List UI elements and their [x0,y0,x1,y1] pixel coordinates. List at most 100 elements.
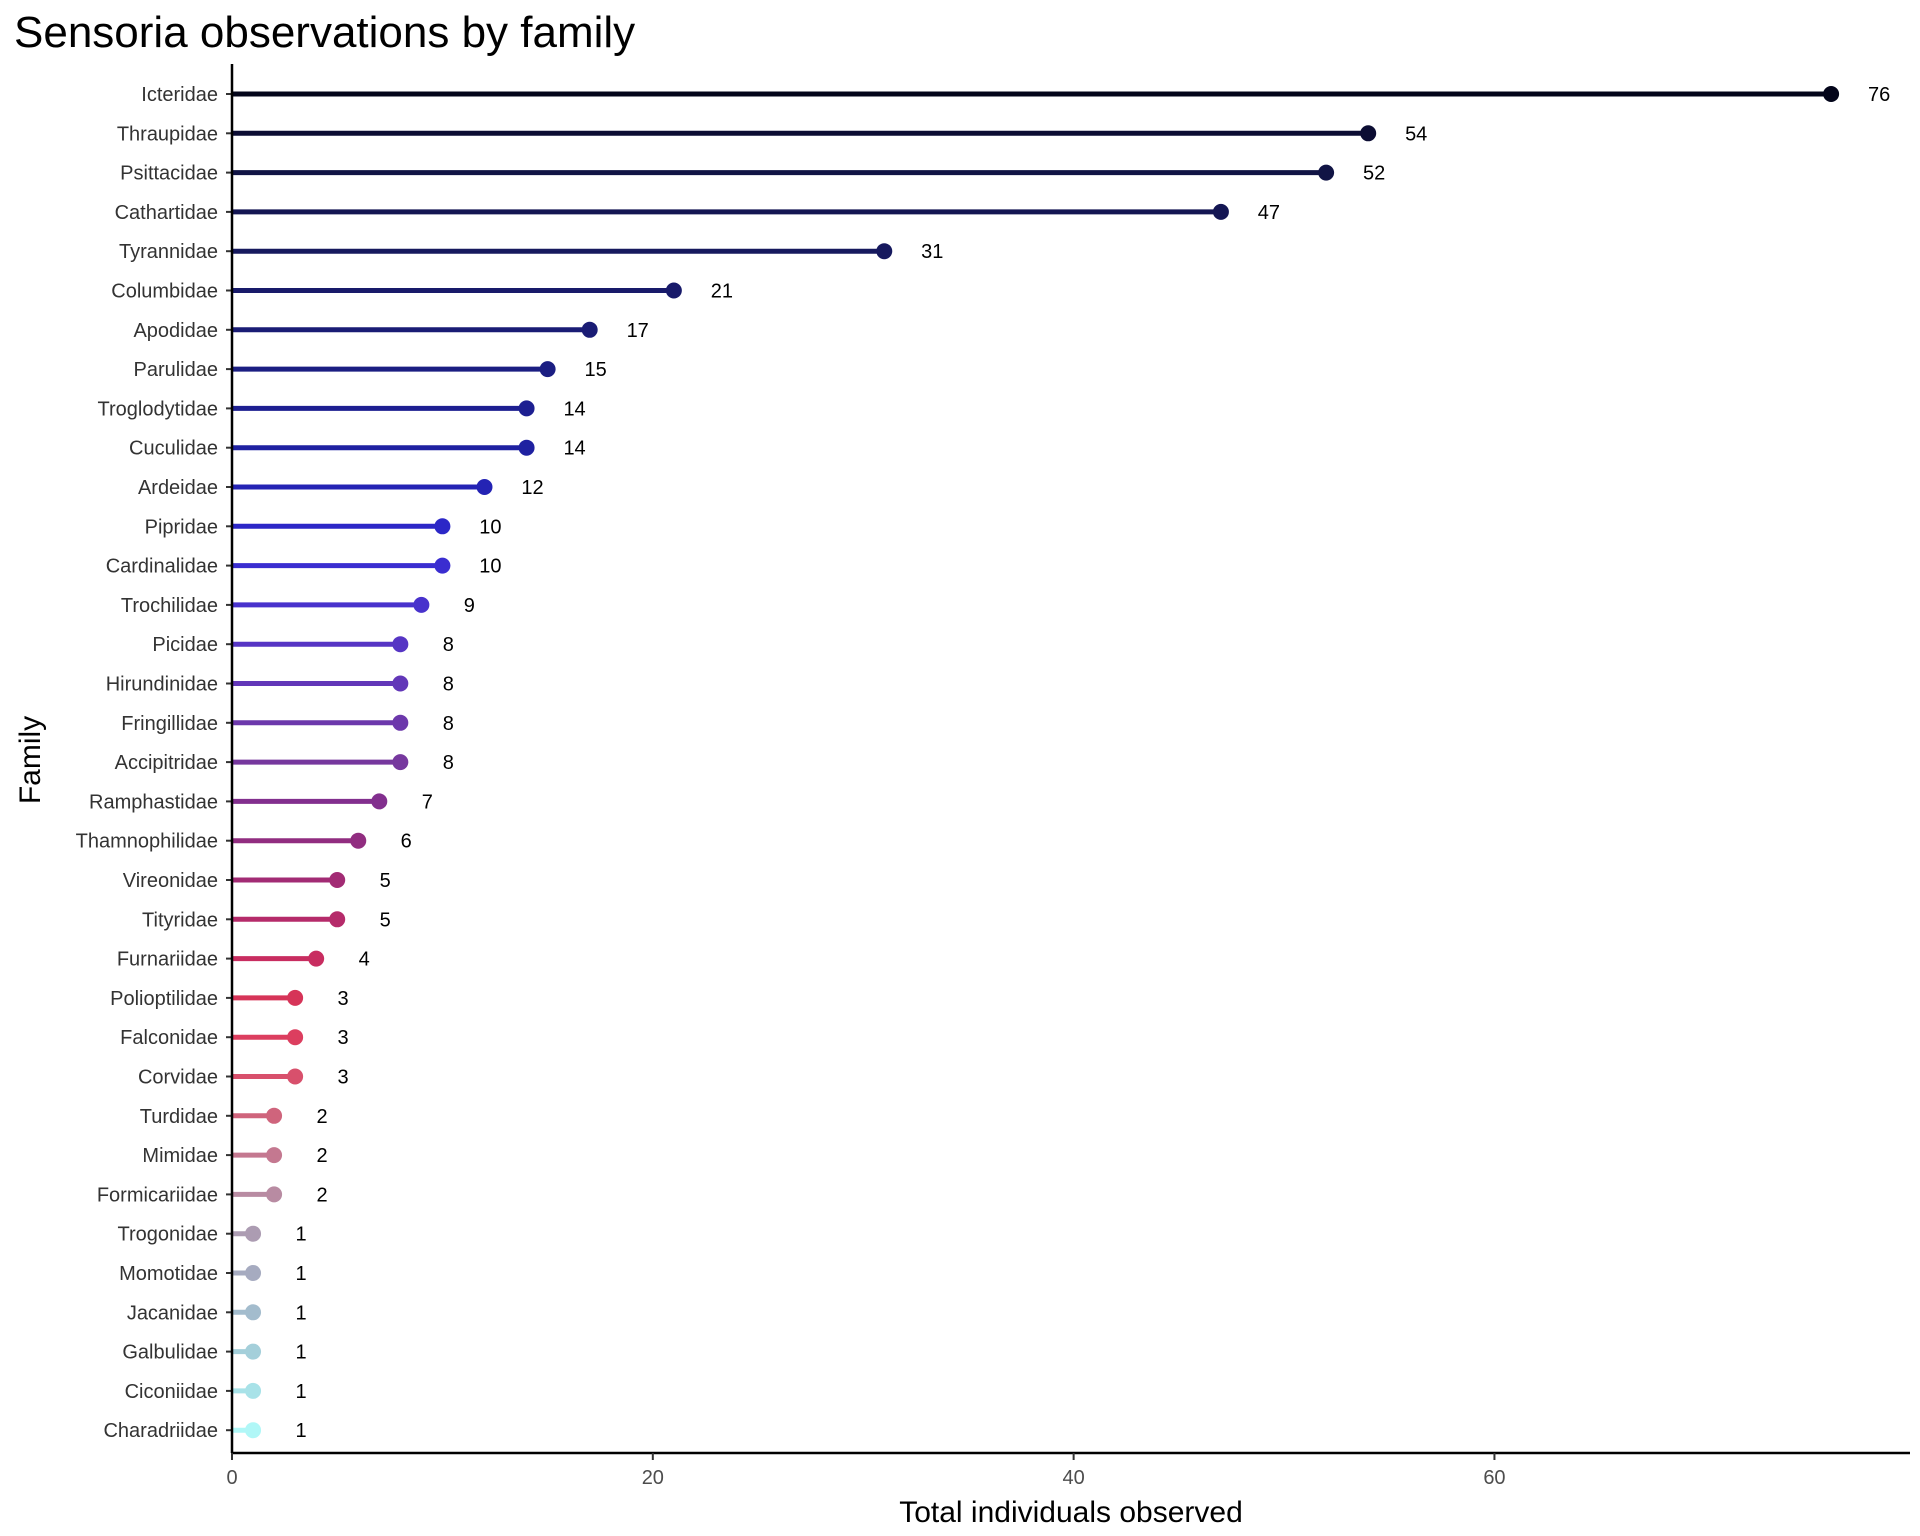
lollipop-troglodytidae: Troglodytidae 14 [98,398,586,420]
lollipop-point [308,950,325,967]
data-label: 12 [521,477,543,499]
data-label: 14 [563,438,585,460]
lollipop-point [245,1422,262,1439]
lollipop-cathartidae: Cathartidae 47 [115,202,1280,224]
lollipop-point [287,1068,304,1085]
lollipop-cardinalidae: Cardinalidae 10 [106,556,502,578]
lollipop-ardeidae: Ardeidae 12 [138,477,544,499]
y-tick-label: Vireonidae [123,870,218,892]
y-axis-title: Family [14,716,47,804]
y-tick-label: Columbidae [111,281,218,303]
data-label: 4 [359,949,370,971]
y-tick-label: Furnariidae [117,949,218,971]
y-tick-label: Falconidae [120,1027,218,1049]
data-label: 1 [295,1381,306,1403]
lollipop-point [266,1107,283,1124]
lollipop-vireonidae: Vireonidae 5 [123,870,391,892]
lollipop-point [266,1186,283,1203]
lollipop-point [665,282,682,299]
lollipop-formicariidae: Formicariidae 2 [97,1184,328,1206]
lollipop-thamnophilidae: Thamnophilidae 6 [76,831,412,853]
data-label: 31 [921,241,943,263]
lollipop-point [1823,86,1840,102]
data-label: 8 [443,752,454,774]
data-label: 1 [295,1263,306,1285]
lollipop-point [392,754,409,771]
data-label: 76 [1868,84,1890,106]
lollipop-point [413,596,430,613]
data-label: 8 [443,713,454,735]
lollipop-point [518,400,535,417]
lollipop-point [1212,203,1229,220]
y-tick-label: Icteridae [141,84,218,106]
lollipop-point [1318,164,1335,181]
data-label: 6 [401,831,412,853]
data-label: 1 [295,1302,306,1324]
lollipop-trochilidae: Trochilidae 9 [121,595,475,617]
y-tick-label: Parulidae [133,359,218,381]
y-tick-label: Corvidae [138,1067,218,1089]
y-tick-label: Thamnophilidae [76,831,218,853]
y-tick-label: Cuculidae [129,438,218,460]
lollipop-point [539,361,556,378]
data-label: 5 [380,909,391,931]
lollipop-galbulidae: Galbulidae 1 [122,1342,306,1364]
lollipop-ciconiidae: Ciconiidae 1 [125,1381,307,1403]
lollipop-turdidae: Turdidae 2 [140,1106,328,1128]
y-tick-label: Psittacidae [120,163,218,185]
lollipop-trogonidae: Trogonidae 1 [118,1224,307,1246]
data-label: 15 [584,359,606,381]
lollipop-point [245,1382,262,1399]
y-tick-label: Apodidae [133,320,218,342]
lollipop-apodidae: Apodidae 17 [133,320,648,342]
lollipop-point [518,439,535,456]
data-label: 3 [338,988,349,1010]
lollipop-point [329,911,346,928]
lollipop-parulidae: Parulidae 15 [133,359,606,381]
chart-title: Sensoria observations by family [14,8,636,57]
y-tick-label: Cardinalidae [106,556,218,578]
lollipop-furnariidae: Furnariidae 4 [117,949,370,971]
y-tick-label: Formicariidae [97,1184,218,1206]
data-label: 21 [711,281,733,303]
lollipop-point [876,243,893,260]
x-tick-label: 0 [226,1467,237,1489]
lollipop-point [245,1343,262,1360]
data-label: 10 [479,516,501,538]
data-label: 17 [627,320,649,342]
lollipop-point [581,321,598,338]
data-label: 2 [317,1145,328,1167]
data-label: 1 [295,1420,306,1442]
lollipop-point [350,832,367,849]
y-tick-label: Trochilidae [121,595,218,617]
lollipop-ramphastidae: Ramphastidae 7 [89,791,433,813]
lollipop-point [287,1029,304,1046]
x-tick-label: 40 [1063,1467,1085,1489]
data-label: 1 [295,1342,306,1364]
x-tick-label: 60 [1483,1467,1505,1489]
data-label: 54 [1405,123,1427,145]
data-label: 2 [317,1106,328,1128]
data-label: 47 [1258,202,1280,224]
lollipop-point [392,636,409,653]
lollipop-icteridae: Icteridae 76 [141,84,1890,106]
lollipop-point [392,675,409,692]
y-tick-label: Tyrannidae [119,241,218,263]
lollipop-point [1360,125,1377,142]
data-label: 1 [295,1224,306,1246]
y-tick-label: Turdidae [140,1106,218,1128]
x-axis-title: Total individuals observed [899,1496,1243,1529]
y-tick-label: Ciconiidae [125,1381,218,1403]
y-tick-label: Mimidae [142,1145,218,1167]
lollipop-thraupidae: Thraupidae 54 [117,123,1428,145]
data-label: 9 [464,595,475,617]
y-tick-label: Ramphastidae [89,791,218,813]
lollipop-point [434,518,451,535]
y-tick-label: Pipridae [145,516,218,538]
data-label: 5 [380,870,391,892]
lollipop-point [245,1265,262,1281]
data-label: 8 [443,674,454,696]
y-tick-label: Trogonidae [118,1224,218,1246]
y-tick-label: Galbulidae [122,1342,218,1364]
